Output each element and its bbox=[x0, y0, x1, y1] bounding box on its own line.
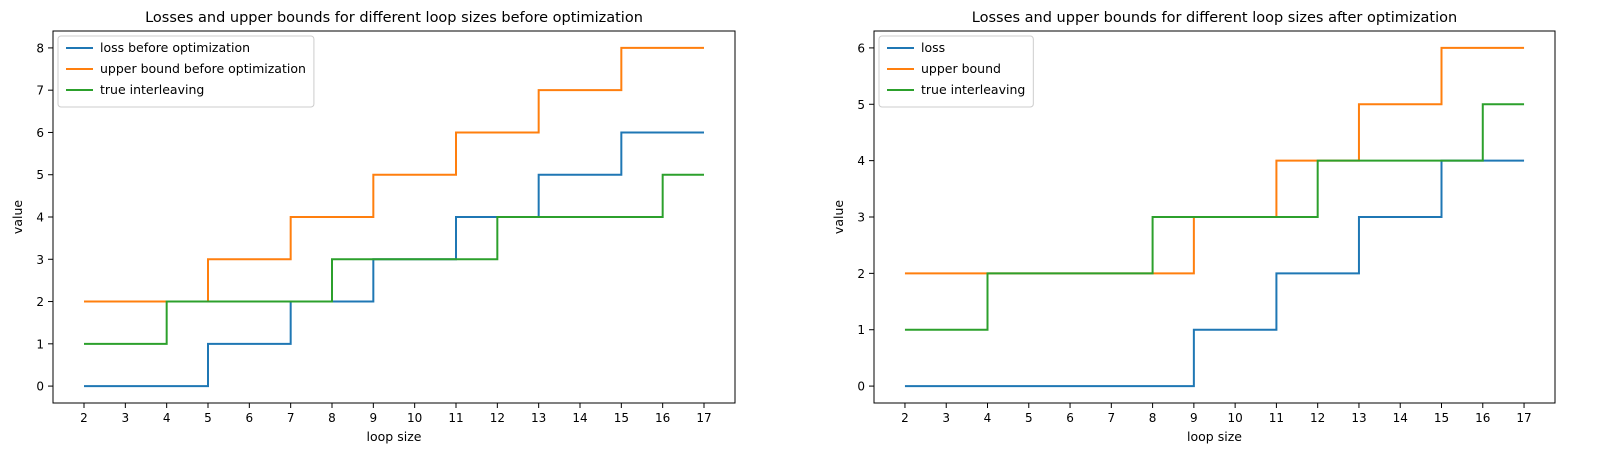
x-axis-label: loop size bbox=[367, 429, 422, 444]
x-tick-label: 12 bbox=[490, 411, 505, 425]
series-line-1 bbox=[84, 46, 704, 303]
y-axis-label: value bbox=[10, 200, 25, 234]
legend-label: true interleaving bbox=[921, 82, 1025, 97]
legend: loss before optimization upper bound befo… bbox=[57, 35, 315, 108]
x-tick-label: 12 bbox=[1310, 411, 1325, 425]
y-tick-label: 2 bbox=[857, 267, 865, 281]
x-tick-label: 13 bbox=[1351, 411, 1366, 425]
x-tick-label: 11 bbox=[448, 411, 463, 425]
y-tick-label: 0 bbox=[36, 380, 44, 394]
chart-after-optimization: Losses and upper bounds for different lo… bbox=[831, 10, 1556, 444]
x-tick-label: 16 bbox=[655, 411, 670, 425]
x-tick-label: 3 bbox=[942, 411, 950, 425]
y-tick-label: 8 bbox=[36, 41, 44, 55]
x-tick-label: 9 bbox=[370, 411, 378, 425]
chart-title: Losses and upper bounds for different lo… bbox=[145, 10, 643, 26]
y-axis-label: value bbox=[831, 200, 846, 234]
x-tick-label: 3 bbox=[122, 411, 130, 425]
x-tick-label: 5 bbox=[204, 411, 212, 425]
legend-box bbox=[57, 35, 315, 108]
x-tick-label: 13 bbox=[531, 411, 546, 425]
legend-label: loss bbox=[921, 40, 945, 55]
y-tick-label: 5 bbox=[36, 168, 44, 182]
x-tick-label: 15 bbox=[1434, 411, 1449, 425]
x-tick-label: 6 bbox=[246, 411, 254, 425]
x-tick-label: 8 bbox=[1149, 411, 1157, 425]
x-tick-label: 14 bbox=[1393, 411, 1408, 425]
x-tick-label: 2 bbox=[901, 411, 909, 425]
x-tick-label: 5 bbox=[1025, 411, 1033, 425]
chart-title: Losses and upper bounds for different lo… bbox=[972, 10, 1457, 26]
x-tick-label: 7 bbox=[1107, 411, 1115, 425]
series-line-2 bbox=[84, 173, 704, 345]
legend-label: upper bound before optimization bbox=[100, 61, 306, 76]
chart-before-optimization: Losses and upper bounds for different lo… bbox=[10, 10, 736, 444]
y-tick-label: 2 bbox=[36, 295, 44, 309]
x-tick-label: 7 bbox=[287, 411, 295, 425]
series-line-2 bbox=[904, 103, 1525, 331]
legend-label: loss before optimization bbox=[100, 40, 250, 55]
x-tick-label: 11 bbox=[1269, 411, 1284, 425]
y-tick-label: 6 bbox=[857, 41, 865, 55]
x-tick-label: 2 bbox=[80, 411, 88, 425]
x-tick-label: 17 bbox=[1516, 411, 1531, 425]
y-tick-label: 4 bbox=[857, 154, 865, 168]
x-tick-label: 17 bbox=[696, 411, 711, 425]
legend-label: true interleaving bbox=[100, 82, 204, 97]
x-tick-label: 4 bbox=[984, 411, 992, 425]
y-tick-label: 7 bbox=[36, 84, 44, 98]
legend-label: upper bound bbox=[921, 61, 1001, 76]
y-tick-label: 3 bbox=[857, 211, 865, 225]
y-tick-label: 1 bbox=[857, 323, 865, 337]
x-tick-label: 10 bbox=[1227, 411, 1242, 425]
x-tick-label: 6 bbox=[1066, 411, 1074, 425]
x-tick-label: 9 bbox=[1190, 411, 1198, 425]
x-axis-label: loop size bbox=[1187, 429, 1242, 444]
legend: loss upper bound true interleaving bbox=[878, 35, 1034, 108]
x-tick-label: 10 bbox=[407, 411, 422, 425]
series-line-0 bbox=[904, 159, 1525, 388]
y-tick-label: 1 bbox=[36, 337, 44, 351]
x-tick-label: 4 bbox=[163, 411, 171, 425]
y-tick-label: 3 bbox=[36, 253, 44, 267]
y-tick-label: 0 bbox=[857, 380, 865, 394]
y-tick-label: 5 bbox=[857, 98, 865, 112]
x-tick-label: 15 bbox=[614, 411, 629, 425]
x-tick-label: 14 bbox=[572, 411, 587, 425]
x-tick-label: 8 bbox=[328, 411, 336, 425]
x-tick-label: 16 bbox=[1475, 411, 1490, 425]
y-tick-label: 6 bbox=[36, 126, 44, 140]
legend-box bbox=[878, 35, 1034, 108]
y-tick-label: 4 bbox=[36, 211, 44, 225]
